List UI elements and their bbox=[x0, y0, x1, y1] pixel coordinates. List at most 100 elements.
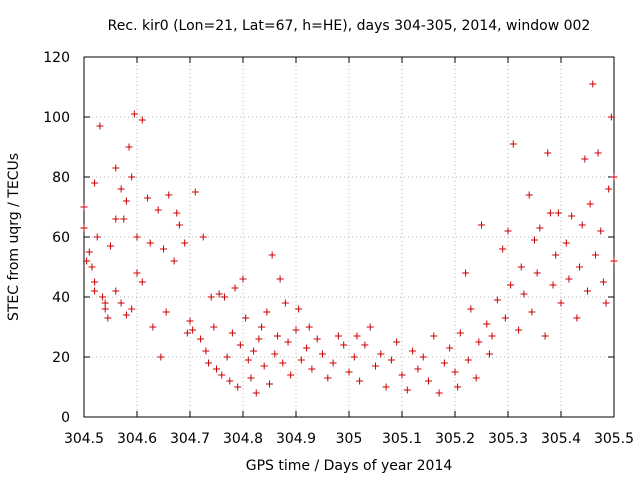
data-point bbox=[377, 350, 385, 358]
data-point bbox=[602, 299, 610, 307]
data-point bbox=[475, 338, 483, 346]
data-point bbox=[454, 383, 462, 391]
data-point bbox=[205, 359, 213, 367]
data-point bbox=[220, 293, 228, 301]
data-point bbox=[99, 293, 107, 301]
data-point bbox=[197, 335, 205, 343]
data-point bbox=[531, 236, 538, 244]
y-axis-label: STEC from uqrg / TECUs bbox=[6, 153, 22, 321]
data-point bbox=[483, 320, 491, 328]
data-point bbox=[287, 371, 295, 379]
data-point bbox=[138, 278, 146, 286]
data-point bbox=[305, 323, 313, 331]
data-point bbox=[533, 269, 541, 277]
data-point bbox=[504, 227, 512, 235]
data-point bbox=[552, 251, 560, 259]
data-point bbox=[91, 287, 99, 295]
data-point bbox=[536, 224, 544, 232]
x-tick-label: 305.5 bbox=[594, 431, 634, 447]
data-point bbox=[562, 239, 570, 247]
data-point bbox=[273, 332, 281, 340]
data-points bbox=[80, 80, 618, 397]
x-tick-label: 304.8 bbox=[223, 431, 263, 447]
y-tick-label: 20 bbox=[52, 350, 70, 366]
data-point bbox=[607, 113, 615, 121]
data-point bbox=[581, 155, 589, 163]
data-point bbox=[160, 245, 167, 253]
chart-title: Rec. kir0 (Lon=21, Lat=67, h=HE), days 3… bbox=[108, 18, 591, 34]
y-tick-label: 120 bbox=[43, 50, 70, 66]
data-point bbox=[149, 323, 157, 331]
data-point bbox=[295, 305, 303, 313]
data-point bbox=[414, 365, 422, 373]
data-point bbox=[258, 323, 266, 331]
data-point bbox=[146, 239, 154, 247]
data-point bbox=[133, 233, 141, 241]
data-point bbox=[594, 149, 602, 157]
data-point bbox=[509, 140, 517, 148]
data-point bbox=[244, 356, 252, 364]
data-point bbox=[440, 359, 448, 367]
data-point bbox=[573, 314, 581, 322]
data-point bbox=[599, 278, 607, 286]
data-point bbox=[101, 299, 109, 307]
data-point bbox=[125, 143, 133, 151]
data-point bbox=[122, 197, 130, 205]
data-point bbox=[576, 263, 584, 271]
data-point bbox=[382, 383, 390, 391]
data-point bbox=[451, 368, 459, 376]
data-point bbox=[610, 257, 618, 265]
data-point bbox=[456, 329, 464, 337]
x-tick-label: 305.3 bbox=[488, 431, 528, 447]
data-point bbox=[517, 263, 525, 271]
data-point bbox=[387, 356, 395, 364]
y-tick-label: 100 bbox=[43, 110, 70, 126]
x-tick-label: 305.2 bbox=[435, 431, 475, 447]
data-point bbox=[549, 281, 557, 289]
data-point bbox=[430, 332, 438, 340]
data-point bbox=[281, 299, 289, 307]
y-tick-label: 60 bbox=[52, 230, 70, 246]
data-point bbox=[173, 209, 181, 217]
data-point bbox=[446, 344, 454, 352]
data-point bbox=[478, 221, 485, 229]
data-point bbox=[546, 209, 554, 217]
data-point bbox=[80, 224, 88, 232]
data-point bbox=[435, 389, 443, 397]
data-point bbox=[91, 179, 99, 187]
data-point bbox=[605, 185, 613, 193]
x-tick-label: 304.6 bbox=[117, 431, 157, 447]
data-point bbox=[263, 308, 271, 316]
data-point bbox=[515, 326, 523, 334]
data-point bbox=[181, 239, 189, 247]
data-point bbox=[329, 359, 337, 367]
data-point bbox=[96, 122, 104, 130]
data-point bbox=[170, 257, 178, 265]
data-point bbox=[499, 245, 507, 253]
data-point bbox=[226, 377, 234, 385]
data-point bbox=[88, 263, 96, 271]
data-point bbox=[239, 275, 247, 283]
data-point bbox=[520, 290, 528, 298]
data-point bbox=[213, 365, 220, 373]
data-point bbox=[186, 317, 194, 325]
data-point bbox=[319, 350, 326, 358]
data-point bbox=[231, 284, 239, 292]
data-point bbox=[268, 251, 276, 259]
data-point bbox=[578, 221, 586, 229]
data-point bbox=[112, 164, 120, 172]
data-point bbox=[120, 215, 128, 223]
data-point bbox=[252, 389, 260, 397]
grid-lines bbox=[84, 57, 614, 417]
data-point bbox=[234, 383, 242, 391]
data-point bbox=[313, 335, 321, 343]
data-point bbox=[93, 233, 101, 241]
data-point bbox=[544, 149, 552, 157]
data-point bbox=[472, 374, 480, 382]
data-point bbox=[324, 374, 332, 382]
data-point bbox=[297, 356, 305, 364]
data-point bbox=[334, 332, 342, 340]
data-point bbox=[175, 221, 183, 229]
data-point bbox=[292, 326, 300, 334]
